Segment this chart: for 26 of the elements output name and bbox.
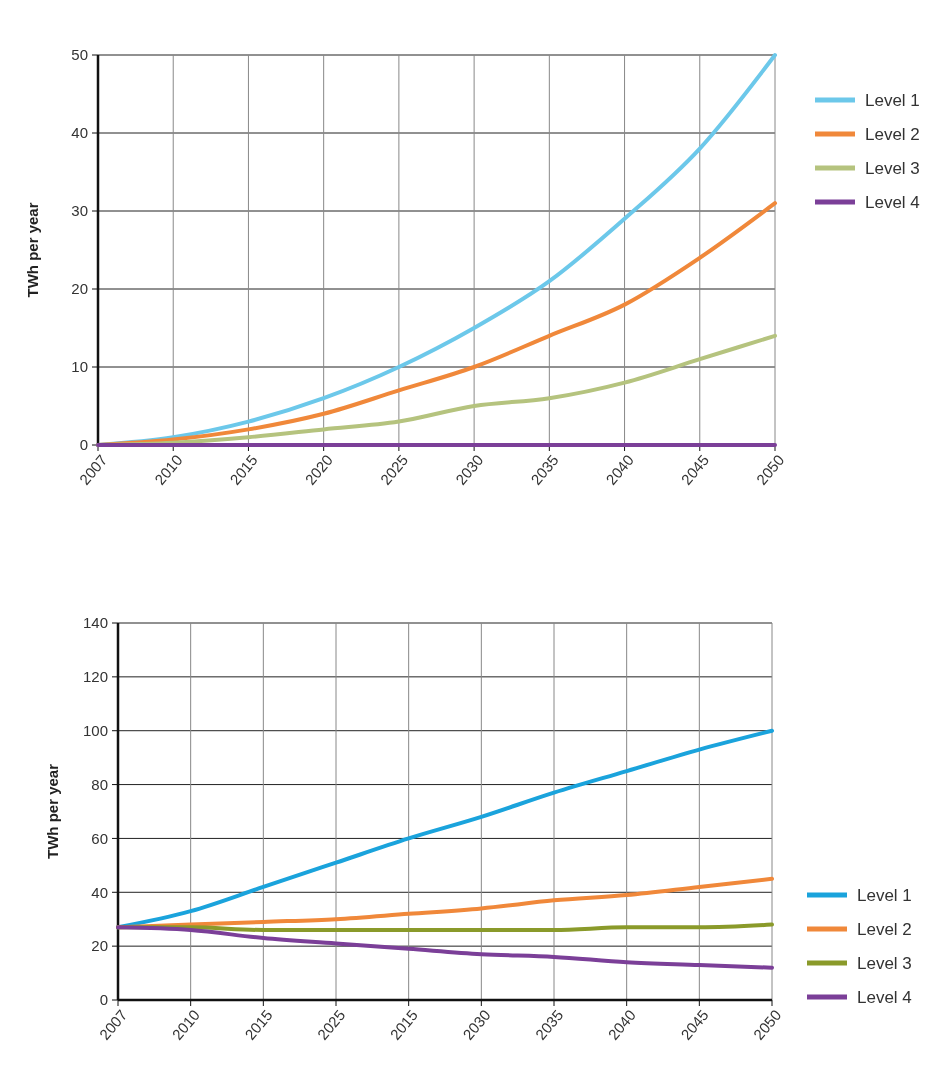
y-axis-title: TWh per year bbox=[44, 763, 61, 860]
legend-label: Level 4 bbox=[857, 987, 912, 1007]
y-tick-label: 140 bbox=[82, 614, 108, 632]
y-tick-label: 80 bbox=[91, 775, 108, 793]
y-tick-label: 0 bbox=[99, 991, 108, 1009]
legend-label: Level 3 bbox=[857, 953, 912, 973]
y-tick-label: 30 bbox=[71, 202, 88, 220]
y-tick-label: 0 bbox=[79, 436, 88, 454]
y-tick-label: 100 bbox=[82, 721, 108, 739]
legend-label: Level 2 bbox=[865, 124, 920, 144]
legend-label: Level 1 bbox=[865, 90, 920, 110]
legend-label: Level 2 bbox=[857, 919, 912, 939]
y-tick-label: 10 bbox=[71, 358, 88, 376]
line-series bbox=[96, 333, 777, 447]
y-tick-label: 40 bbox=[91, 883, 108, 901]
legend-label: Level 3 bbox=[865, 158, 920, 178]
y-tick-label: 40 bbox=[71, 124, 88, 142]
y-tick-label: 20 bbox=[91, 937, 108, 955]
y-axis-title: TWh per year bbox=[24, 202, 41, 298]
legend-label: Level 4 bbox=[865, 192, 920, 212]
legend-label: Level 1 bbox=[857, 885, 912, 905]
y-tick-label: 120 bbox=[82, 668, 108, 686]
line-series bbox=[116, 925, 774, 970]
y-tick-label: 60 bbox=[91, 829, 108, 847]
y-tick-label: 20 bbox=[71, 280, 88, 298]
y-tick-label: 50 bbox=[71, 46, 88, 64]
